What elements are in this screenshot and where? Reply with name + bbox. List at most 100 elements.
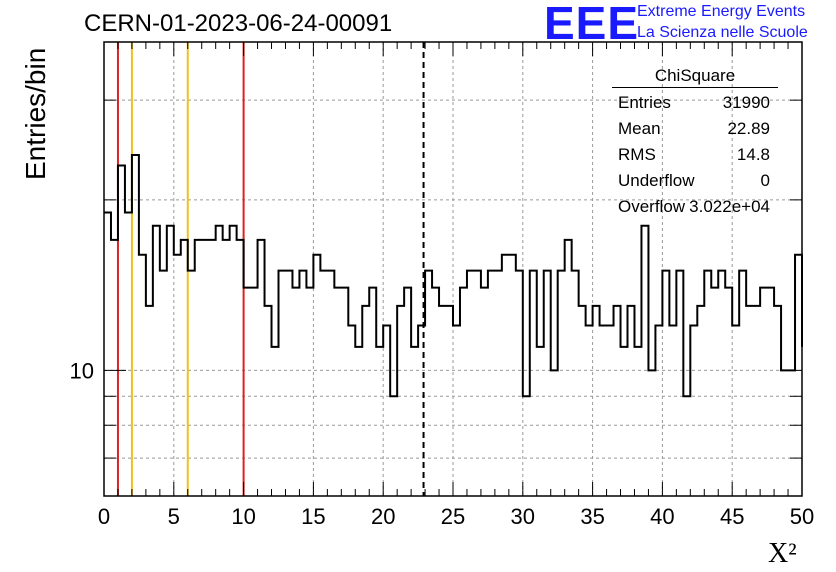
histogram-bin [648, 370, 655, 496]
stats-value: 14.8 [736, 145, 770, 164]
histogram-bin [320, 271, 327, 496]
histogram-bin [725, 288, 732, 496]
histogram-bin [432, 288, 439, 496]
histogram-bin [704, 271, 711, 496]
histogram-bin [285, 271, 292, 496]
x-tick-label: 20 [371, 504, 395, 529]
histogram-bin [718, 271, 725, 496]
histogram-bin [209, 240, 216, 496]
histogram-bin [223, 240, 230, 496]
histogram-bin [753, 306, 760, 496]
x-tick-label: 30 [511, 504, 535, 529]
histogram-bin [369, 288, 376, 496]
stats-key: Mean [618, 119, 661, 138]
stats-row-underflow: Underflow 0 [612, 168, 778, 194]
histogram-bin [774, 306, 781, 496]
brand-line-2: La Scienza nelle Scuole [637, 24, 808, 41]
histogram-bin [299, 271, 306, 496]
histogram-bin [781, 370, 788, 496]
stats-key: Underflow [618, 171, 695, 190]
y-tick-label: 10 [70, 358, 94, 383]
histogram-bin [488, 271, 495, 496]
histogram-bin [118, 165, 125, 496]
histogram-bin [376, 347, 383, 496]
x-axis-label: X² [768, 538, 797, 569]
histogram-bin [502, 255, 509, 496]
histogram-bin [669, 326, 676, 496]
histogram-bin [111, 240, 118, 496]
histogram-bin [292, 288, 299, 496]
histogram-bin [104, 212, 111, 496]
histogram-bin [544, 271, 551, 496]
histogram-bin [404, 288, 411, 496]
histogram-bin [565, 240, 572, 496]
histogram-bin [746, 306, 753, 496]
histogram-bin [279, 271, 286, 496]
histogram-bin [495, 271, 502, 496]
stats-title: ChiSquare [612, 66, 778, 88]
histogram-bin [188, 271, 195, 496]
histogram-bin [509, 255, 516, 496]
histogram-bin [467, 271, 474, 496]
histogram-bin [216, 226, 223, 496]
histogram-bin [174, 255, 181, 496]
histogram-bin [530, 271, 537, 496]
histogram-bin [251, 288, 258, 496]
histogram-bin [558, 271, 565, 496]
histogram-bin [160, 271, 167, 496]
histogram-bin [167, 226, 174, 496]
histogram-bin [195, 240, 202, 496]
stats-key: Overflow [618, 197, 686, 216]
histogram-bin [697, 306, 704, 496]
histogram-bin [348, 326, 355, 496]
histogram-bin [634, 347, 641, 496]
grid-layer [104, 42, 802, 496]
y-axis-label: Entries/bin [20, 47, 51, 180]
histogram-bin [655, 326, 662, 496]
histogram-bin [397, 306, 404, 496]
histogram-bin [711, 288, 718, 496]
stats-row-mean: Mean 22.89 [612, 116, 778, 142]
histogram-bin [355, 347, 362, 496]
x-tick-label: 5 [168, 504, 180, 529]
stats-box: ChiSquare Entries 31990 Mean 22.89 RMS 14.8… [612, 66, 778, 220]
x-tick-label: 15 [301, 504, 325, 529]
histogram-bin [132, 155, 139, 496]
histogram-bin [439, 306, 446, 496]
histogram-bin [614, 306, 621, 496]
histogram-bin [676, 271, 683, 496]
stats-value: 0 [760, 171, 770, 190]
chart-title: CERN-01-2023-06-24-00091 [84, 10, 393, 37]
stats-value: 3.022e+04 [689, 197, 770, 216]
histogram-bin [153, 226, 160, 496]
y-tick-labels: 10 [70, 358, 94, 383]
histogram-outline [104, 154, 803, 398]
histogram-bin [662, 271, 669, 496]
x-tick-label: 40 [650, 504, 674, 529]
histogram-bin [202, 240, 209, 496]
histogram-bin [481, 288, 488, 496]
histogram-bin [265, 306, 272, 496]
histogram-bin [788, 370, 795, 496]
histogram-bin [732, 326, 739, 496]
histogram-bin [600, 326, 607, 496]
histogram-bin [139, 255, 146, 496]
x-tick-label: 10 [231, 504, 255, 529]
histogram-bin [551, 370, 558, 496]
stats-key: RMS [618, 145, 656, 164]
x-tick-label: 45 [720, 504, 744, 529]
x-tick-label: 0 [98, 504, 110, 529]
histogram-bin [586, 326, 593, 496]
histogram-bin [418, 326, 425, 496]
histogram-bin [181, 240, 188, 496]
axis-ticks [103, 42, 803, 497]
histogram-bin [258, 240, 265, 496]
histogram-bin [411, 347, 418, 496]
histogram-bin [313, 255, 320, 496]
stats-key: Entries [618, 93, 671, 112]
histogram-bin [641, 226, 648, 496]
histogram-bin [146, 306, 153, 496]
x-tick-label: 50 [790, 504, 814, 529]
histogram-bin [341, 288, 348, 496]
